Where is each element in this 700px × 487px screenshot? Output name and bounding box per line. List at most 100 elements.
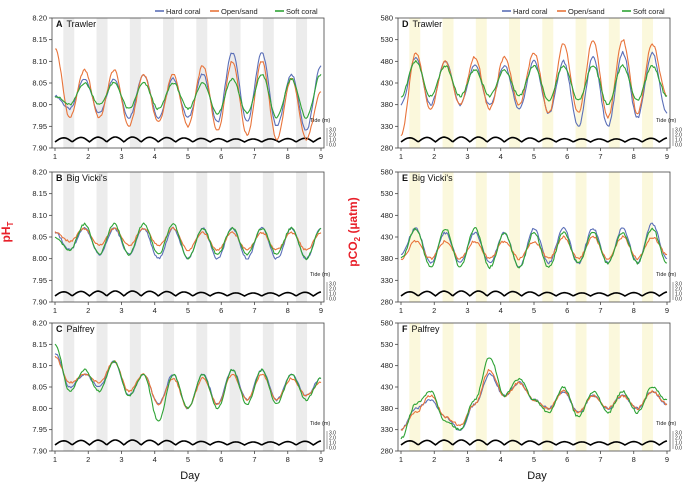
night-band (542, 323, 554, 451)
night-band (129, 172, 141, 302)
tide-tick-label: 2.0 (675, 287, 682, 293)
tide-tick-label: 3.0 (329, 282, 336, 288)
night-band (642, 18, 654, 148)
night-band (296, 323, 308, 451)
y-tick-label: 380 (380, 404, 393, 413)
tide-tick-label: 0.0 (675, 446, 682, 452)
x-tick-label: 3 (465, 152, 469, 161)
night-band (262, 172, 274, 302)
panel-D: 280 330 380 430 480 530 580 1 2 3 4 5 6 7 8 9 D Trawler Ti… (380, 7, 682, 161)
y-tick-label: 7.90 (32, 144, 47, 153)
x-tick-label: 6 (219, 306, 223, 315)
series-line-hard-coral (400, 50, 668, 127)
panel-letter: D (402, 19, 409, 29)
tide-tick-label: 1.0 (329, 292, 336, 298)
legend-label: Open/sand (221, 7, 258, 16)
panel-C: 7.90 7.95 8.00 8.05 8.10 8.15 8.20 1 2 3 4 5 6 7 8 9 C Pa… (32, 319, 336, 465)
x-tick-label: 9 (319, 152, 323, 161)
series-line-hard-coral (54, 52, 322, 131)
panel-site: Big Vicki's (412, 173, 453, 183)
panel-F: 280 330 380 430 480 530 580 1 2 3 4 5 6 7 8 9 F Palfrey Ti… (380, 319, 682, 465)
legend-label: Soft coral (633, 7, 665, 16)
y-tick-label: 8.15 (32, 189, 47, 198)
x-tick-label: 4 (499, 306, 503, 315)
night-band (296, 18, 308, 148)
x-tick-label: 7 (598, 455, 602, 464)
panel-site: Trawler (67, 19, 97, 29)
y-tick-label: 580 (380, 14, 393, 23)
panel-site: Big Vicki's (67, 173, 108, 183)
x-tick-label: 1 (399, 152, 403, 161)
x-tick-label: 3 (119, 306, 123, 315)
y-tick-label: 530 (380, 340, 393, 349)
night-band (509, 172, 521, 302)
x-tick-label: 4 (153, 455, 157, 464)
night-band (63, 18, 75, 148)
panel-site: Palfrey (67, 324, 96, 334)
tide-line (54, 439, 322, 446)
x-tick-label: 4 (499, 455, 503, 464)
x-tick-label: 6 (219, 455, 223, 464)
night-band (96, 172, 108, 302)
y-tick-label: 8.05 (32, 383, 47, 392)
y-tick-label: 430 (380, 233, 393, 242)
night-band (196, 323, 208, 451)
y-tick-label: 8.05 (32, 233, 47, 242)
x-tick-label: 5 (532, 455, 536, 464)
panel-E: 280 330 380 430 480 530 580 1 2 3 4 5 6 7 8 9 E Big Vicki… (380, 168, 682, 316)
x-tick-label: 3 (465, 306, 469, 315)
legend-label: Open/sand (568, 7, 605, 16)
night-band (63, 172, 75, 302)
y-tick-label: 7.95 (32, 122, 47, 131)
series-line-open-sand (55, 48, 322, 141)
x-tick-label: 8 (286, 152, 290, 161)
series-line-soft-coral (54, 343, 322, 422)
legend-label: Hard coral (513, 7, 548, 16)
tide-axis-title: Tide (m) (656, 272, 676, 278)
x-tick-label: 9 (319, 455, 323, 464)
x-tick-label: 4 (153, 306, 157, 315)
y-tick-label: 7.90 (32, 298, 47, 307)
y-tick-label: 8.10 (32, 211, 47, 220)
panel-title: E Big Vicki's (402, 173, 453, 183)
night-band (409, 18, 421, 148)
legend-label: Soft coral (286, 7, 318, 16)
y-tick-label: 330 (380, 276, 393, 285)
x-tick-label: 2 (432, 306, 436, 315)
night-band (229, 172, 241, 302)
panel-site: Trawler (413, 19, 443, 29)
night-band (196, 172, 208, 302)
night-band (96, 18, 108, 148)
tide-tick-label: 2.0 (329, 287, 336, 293)
series-line-hard-coral (54, 226, 322, 260)
y-tick-label: 480 (380, 211, 393, 220)
night-band (575, 18, 587, 148)
tide-tick-label: 0.0 (329, 297, 336, 303)
tide-tick-label: 2.0 (329, 436, 336, 442)
x-tick-label: 2 (86, 455, 90, 464)
x-tick-label: 8 (632, 152, 636, 161)
y-tick-label: 8.10 (32, 361, 47, 370)
x-tick-label: 1 (53, 152, 57, 161)
tide-tick-label: 3.0 (675, 282, 682, 288)
y-tick-label: 8.15 (32, 340, 47, 349)
panel-title: F Palfrey (402, 324, 440, 334)
panel-A: 7.90 7.95 8.00 8.05 8.10 8.15 8.20 1 2 3 4 5 6 7 8 9 A Tr… (32, 7, 336, 161)
y-tick-label: 330 (380, 425, 393, 434)
y-tick-label: 280 (380, 298, 393, 307)
x-tick-label: 1 (53, 455, 57, 464)
x-tick-label: 1 (53, 306, 57, 315)
tide-axis-title: Tide (m) (310, 118, 330, 124)
x-tick-label: 2 (432, 455, 436, 464)
tide-tick-label: 1.0 (675, 441, 682, 447)
left-x-axis-label: Day (180, 470, 200, 482)
y-tick-label: 280 (380, 144, 393, 153)
y-tick-label: 380 (380, 254, 393, 263)
tide-tick-label: 3.0 (675, 431, 682, 437)
x-tick-label: 7 (252, 152, 256, 161)
tide-tick-label: 0.0 (329, 143, 336, 149)
tide-axis-title: Tide (m) (310, 421, 330, 427)
panel-title: B Big Vicki's (56, 173, 108, 183)
tide-tick-label: 1.0 (329, 441, 336, 447)
tide-line (400, 439, 668, 446)
